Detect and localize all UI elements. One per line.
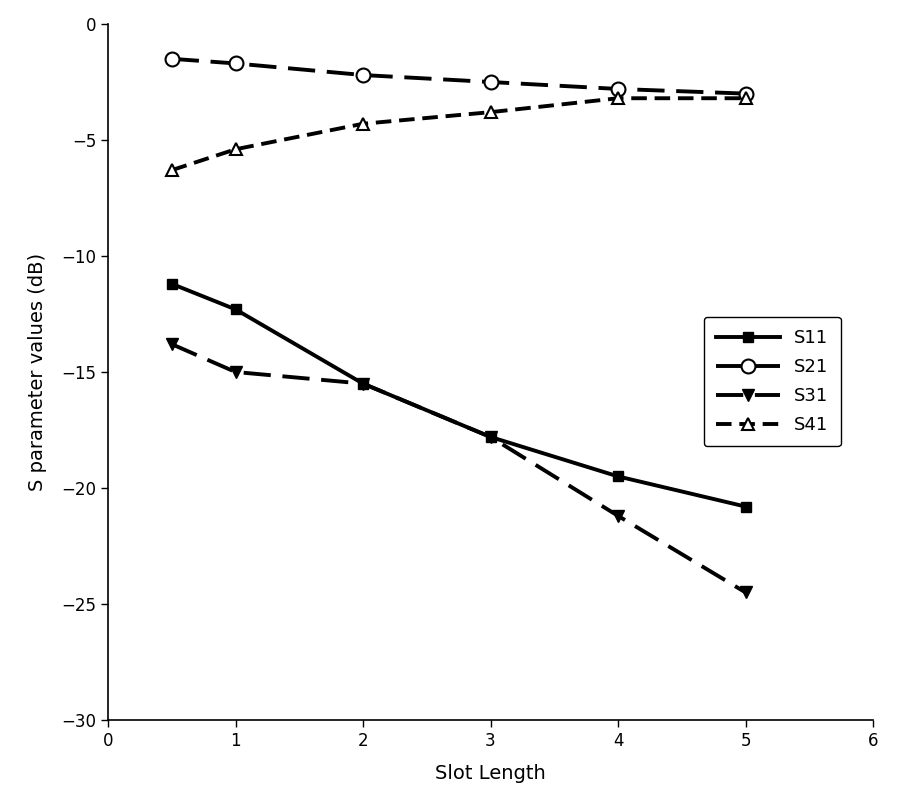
S41 — [166, 166, 177, 175]
S31 — [357, 378, 368, 388]
S31 — [166, 339, 177, 349]
S41 — [230, 145, 241, 154]
S21 — [485, 78, 496, 87]
X-axis label: Slot Length: Slot Length — [435, 764, 546, 782]
Line: S31: S31 — [166, 338, 752, 598]
Line: S21: S21 — [165, 52, 752, 101]
Line: S41: S41 — [166, 92, 752, 177]
S11 — [357, 378, 368, 388]
S11 — [230, 305, 241, 314]
Line: S11: S11 — [166, 279, 751, 511]
Legend: S11, S21, S31, S41: S11, S21, S31, S41 — [704, 317, 841, 446]
S31 — [485, 432, 496, 442]
Y-axis label: S parameter values (dB): S parameter values (dB) — [28, 253, 48, 491]
S11 — [166, 279, 177, 289]
S31 — [613, 511, 624, 521]
S21 — [166, 54, 177, 63]
S31 — [230, 367, 241, 377]
S31 — [740, 587, 751, 597]
S21 — [230, 58, 241, 68]
S41 — [613, 94, 624, 103]
S11 — [613, 471, 624, 481]
S21 — [740, 89, 751, 98]
S11 — [485, 432, 496, 442]
S21 — [357, 70, 368, 80]
S41 — [357, 119, 368, 129]
S41 — [740, 94, 751, 103]
S41 — [485, 107, 496, 117]
S21 — [613, 84, 624, 94]
S11 — [740, 502, 751, 511]
